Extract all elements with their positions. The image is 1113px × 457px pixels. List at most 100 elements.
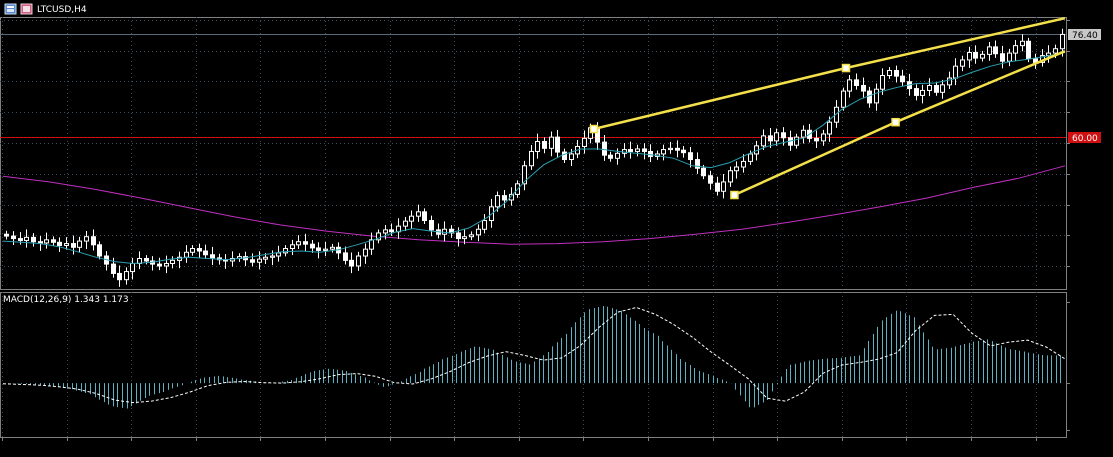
candle-bear	[562, 151, 567, 161]
candle-bull	[356, 255, 361, 267]
candle-bull	[794, 136, 799, 146]
candle-bear	[695, 159, 700, 169]
candle-bull	[880, 75, 885, 90]
candle-bear	[203, 250, 208, 256]
trendline-anchor	[589, 124, 599, 134]
candle-bull	[462, 236, 467, 240]
candle-bull	[940, 84, 945, 93]
candle-bull	[509, 193, 514, 201]
candle-bull	[376, 232, 381, 241]
candle-bull	[363, 248, 368, 257]
candle-bear	[894, 70, 899, 77]
candle-bull	[522, 165, 527, 185]
candle-bull	[403, 220, 408, 227]
candle-bull	[569, 153, 574, 161]
trendline-anchor	[730, 190, 739, 200]
candle-bull	[661, 149, 666, 155]
candle-bear	[250, 259, 255, 263]
candle-bear	[648, 150, 653, 157]
candle-bull	[442, 228, 447, 235]
candle-bull	[535, 140, 540, 152]
candle-bear	[303, 241, 308, 245]
candle-bull	[24, 236, 29, 241]
candle-bear	[602, 141, 607, 156]
candle-bull	[77, 240, 82, 248]
candle-bull	[748, 153, 753, 162]
trendline-anchor	[841, 63, 851, 73]
candle-bear	[854, 79, 859, 86]
candle-bull	[582, 137, 587, 147]
candle-bull	[290, 244, 295, 250]
price-axis	[1066, 20, 1070, 431]
candle-bear	[768, 135, 773, 142]
candle-bear	[675, 147, 680, 151]
ma-fast	[2, 52, 1066, 265]
candle-bear	[11, 235, 16, 240]
candle-bull	[283, 248, 288, 254]
ma-slow	[2, 165, 1066, 245]
candle-bull	[721, 181, 726, 192]
chart-window-icon-2[interactable]	[20, 3, 33, 15]
candle-bull	[980, 53, 985, 59]
candle-bull	[874, 88, 879, 104]
candle-bull	[495, 195, 500, 208]
candle-bull	[190, 248, 195, 253]
candle-bull	[728, 170, 733, 183]
candle-bull	[887, 70, 892, 77]
trendlines[interactable]	[589, 16, 1066, 200]
candle-bear	[681, 149, 686, 154]
candle-bear	[51, 239, 56, 243]
candle-bear	[429, 220, 434, 231]
candle-bull	[409, 215, 414, 222]
candle-bull	[170, 259, 175, 264]
level-tag: 60.00	[1068, 132, 1101, 144]
macd-title: MACD(12,26,9) 1.343 1.173	[3, 295, 129, 305]
candle-bear	[542, 140, 547, 149]
candle-bull	[1053, 48, 1058, 54]
candle-bear	[349, 259, 354, 267]
candle-bull	[124, 271, 129, 281]
grid-lines	[0, 17, 1067, 438]
candle-bear	[993, 46, 998, 55]
candle-bull	[801, 129, 806, 138]
window-title-bar: LTCUSD,H4	[4, 3, 87, 15]
candle-bull	[953, 65, 958, 79]
candle-bull	[549, 136, 554, 149]
candle-bear	[715, 182, 720, 192]
candle-bear	[91, 236, 96, 246]
ma-fast-line	[2, 52, 1066, 265]
candle-bear	[111, 263, 116, 274]
candle-bear	[1000, 53, 1005, 62]
candle-bull	[184, 251, 189, 258]
candle-bear	[97, 244, 102, 257]
candle-bear	[316, 247, 321, 251]
candle-bear	[31, 236, 36, 243]
candle-bear	[4, 233, 9, 237]
candle-bull	[734, 166, 739, 172]
candle-bear	[608, 154, 613, 159]
candlesticks	[4, 28, 1065, 287]
candle-bull	[834, 106, 839, 123]
candle-bull	[1060, 33, 1065, 50]
candle-bull	[741, 160, 746, 168]
symbol-title: LTCUSD,H4	[37, 5, 87, 15]
candle-bear	[914, 88, 919, 96]
candle-bear	[708, 175, 713, 184]
candle-bull	[416, 211, 421, 217]
level-tag-label: 60.00	[1072, 134, 1098, 144]
candle-bull	[841, 90, 846, 108]
candle-bull	[967, 51, 972, 61]
price-panel-frame	[0, 17, 1067, 290]
candle-bear	[867, 90, 872, 104]
candle-bull	[270, 255, 275, 258]
chart-window-icon[interactable]	[4, 3, 17, 15]
candle-bull	[774, 132, 779, 142]
candle-bull	[1007, 52, 1012, 62]
candle-bear	[117, 272, 122, 281]
candle-bear	[18, 238, 23, 241]
candle-bull	[920, 89, 925, 96]
time-axis	[2, 437, 1037, 441]
candle-bull	[469, 234, 474, 238]
candle-bear	[861, 84, 866, 92]
